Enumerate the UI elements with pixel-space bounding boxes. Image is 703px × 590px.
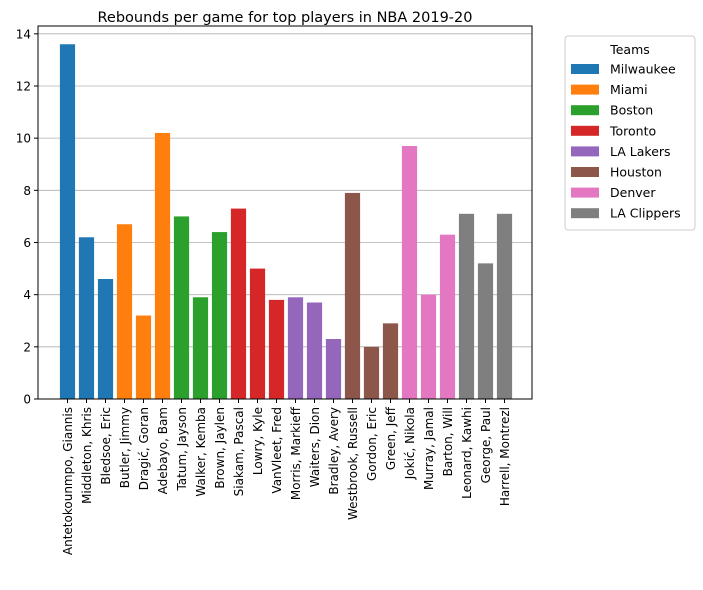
- legend-label: Houston: [610, 165, 662, 180]
- bar: [344, 192, 361, 399]
- y-axis: 0 2 4 6 8 10 12 14: [16, 27, 38, 407]
- chart-title: Rebounds per game for top players in NBA…: [97, 10, 472, 26]
- bar: [230, 208, 247, 399]
- bar: [401, 145, 418, 399]
- bar: [116, 224, 133, 399]
- y-tick-label: 8: [23, 184, 31, 198]
- bar: [154, 132, 171, 399]
- bar: [420, 294, 437, 399]
- legend-swatch: [571, 125, 599, 136]
- x-tick-label: VanVleet, Fred: [270, 407, 284, 494]
- x-tick-label: Morris, Markieff: [289, 406, 303, 500]
- legend-label: LA Lakers: [610, 144, 671, 159]
- legend-swatch: [571, 84, 599, 95]
- x-tick-label: George, Paul: [479, 407, 493, 483]
- x-tick-label: Jokić, Nikola: [403, 407, 417, 480]
- bar: [59, 44, 76, 400]
- bar: [306, 302, 323, 399]
- x-tick-label: Antetokounmpo, Giannis: [61, 407, 75, 555]
- x-tick-label: Westbrook, Russell: [346, 407, 360, 520]
- legend-label: Toronto: [609, 123, 656, 138]
- x-axis: Antetokounmpo, Giannis Middleton, Khris Bl…: [61, 399, 512, 555]
- x-tick-label: Siakam, Pascal: [232, 407, 246, 496]
- bar: [477, 263, 494, 399]
- legend-label: Denver: [610, 185, 656, 200]
- legend-swatch: [571, 167, 599, 177]
- bar: [458, 213, 475, 399]
- x-tick-label: Butler, Jimmy: [118, 407, 132, 488]
- legend-swatch: [571, 146, 599, 157]
- y-tick-label: 4: [23, 288, 31, 302]
- x-tick-label: Waiters, Dion: [308, 407, 322, 487]
- bar: [97, 279, 114, 399]
- bar: [135, 315, 152, 399]
- bar: [439, 234, 456, 399]
- y-tick-label: 6: [23, 236, 31, 250]
- legend-items: Milwaukee Miami Boston Toronto LA Lakers Hous…: [571, 62, 681, 221]
- x-tick-label: Walker, Kemba: [194, 407, 208, 497]
- legend-swatch: [571, 208, 599, 219]
- bar: [363, 346, 380, 399]
- x-tick-label: Bledsoe, Eric: [99, 407, 113, 485]
- x-tick-label: Lowry, Kyle: [251, 407, 265, 475]
- bars: [59, 44, 513, 400]
- x-tick-label: Adebayo, Bam: [156, 407, 170, 494]
- bar: [382, 323, 399, 399]
- bar: [287, 297, 304, 399]
- bar: [173, 216, 190, 399]
- bar: [268, 299, 285, 399]
- x-tick-label: Leonard, Kawhi: [460, 407, 474, 499]
- x-tick-label: Tatum, Jayson: [175, 407, 189, 492]
- bar: [249, 268, 266, 399]
- y-tick-label: 12: [16, 79, 31, 93]
- legend-label: Boston: [610, 103, 653, 118]
- legend-label: Milwaukee: [610, 62, 676, 77]
- legend-label: LA Clippers: [610, 206, 681, 221]
- x-tick-label: Brown, Jaylen: [213, 407, 227, 489]
- legend-label: Miami: [610, 82, 648, 97]
- x-tick-label: Green, Jeff: [384, 406, 398, 470]
- legend-swatch: [571, 64, 599, 74]
- y-tick-label: 2: [23, 340, 31, 354]
- y-tick-label: 0: [23, 393, 31, 407]
- legend-title: Teams: [609, 42, 650, 57]
- plot-frame: [37, 25, 533, 400]
- bar: [325, 339, 342, 399]
- x-tick-label: Bradley, Avery: [327, 407, 341, 495]
- bar: [192, 297, 209, 399]
- legend-frame: [564, 35, 696, 231]
- x-tick-label: Barton, Will: [441, 407, 455, 476]
- legend: Teams Milwaukee Miami Boston Toronto LA Lake…: [564, 35, 696, 231]
- x-tick-label: Murray, Jamal: [422, 407, 436, 490]
- x-tick-label: Middleton, Khris: [80, 407, 94, 504]
- y-tick-label: 10: [16, 132, 31, 146]
- legend-swatch: [571, 187, 599, 198]
- x-tick-label: Gordon, Eric: [365, 407, 379, 481]
- x-tick-label: Dragić, Goran: [137, 407, 151, 490]
- y-tick-label: 14: [16, 27, 31, 41]
- x-tick-label: Harrell, Montrezl: [498, 407, 512, 506]
- bar: [496, 213, 513, 399]
- legend-swatch: [571, 105, 599, 116]
- bar: [78, 237, 95, 399]
- bar: [211, 232, 228, 399]
